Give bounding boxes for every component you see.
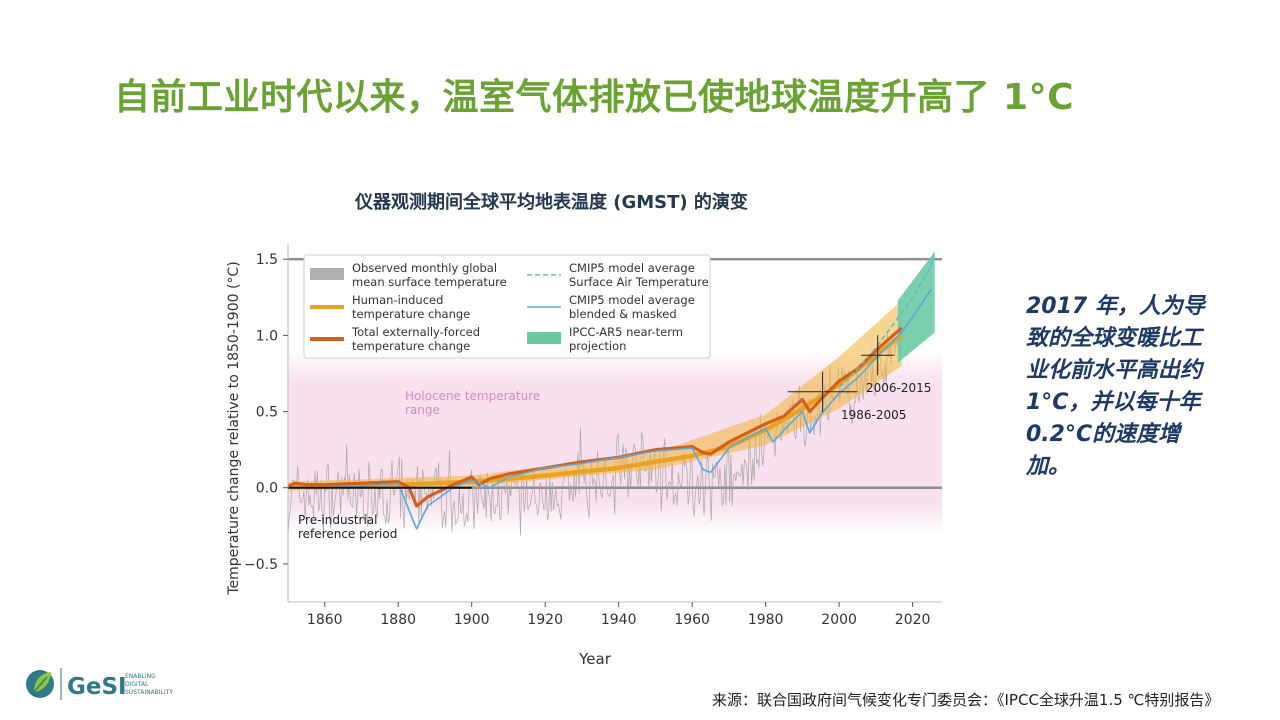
- x-tick-label-1920: 1920: [527, 612, 563, 628]
- holocene-label-line1: Holocene temperature: [405, 389, 540, 403]
- legend-label-2-line2: temperature change: [352, 339, 470, 353]
- holocene-label-line2: range: [405, 403, 440, 417]
- y-tick-label-0: −0.5: [244, 557, 278, 573]
- legend-label-1-line1: Human-induced: [352, 293, 443, 307]
- gesi-logo: GeSI ENABLING DIGITAL SUSTAINABILITY: [25, 664, 195, 704]
- legend-swatch-5: [527, 332, 561, 344]
- logo-tagline-1: ENABLING: [125, 673, 156, 680]
- source-citation: 来源：联合国政府间气候变化专门委员会：《IPCC全球升温1.5 ℃特别报告》: [712, 691, 1220, 709]
- x-tick-label-2000: 2000: [821, 612, 857, 628]
- slide-title: 自前工业时代以来，温室气体排放已使地球温度升高了 1°C: [114, 77, 1075, 118]
- x-tick-label-1900: 1900: [454, 612, 490, 628]
- chart: 1860 1880 1900 1920 1940 1960 1980 2000 2020 −0.5…: [220, 232, 975, 670]
- period-label-2006-2015: 2006-2015: [866, 381, 931, 395]
- x-tick-label-2020: 2020: [895, 612, 931, 628]
- band-ipcc-ar5-near-term-projection: [897, 251, 935, 363]
- x-tick-label-1880: 1880: [380, 612, 416, 628]
- human-induced-line: [287, 333, 903, 489]
- cmip5-sat-line: [838, 251, 936, 388]
- logo-name: GeSI: [67, 674, 127, 700]
- legend-label-5-line2: projection: [569, 339, 626, 353]
- y-tick-label-3: 1.0: [256, 328, 278, 344]
- legend-label-0-line1: Observed monthly global: [352, 261, 497, 275]
- x-axis-label: Year: [578, 650, 612, 668]
- band-human-induced-uncertainty-range: [288, 300, 902, 491]
- chart-title: 仪器观测期间全球平均地表温度 (GMST) 的演变: [355, 192, 748, 213]
- x-tick-label-1860: 1860: [307, 612, 343, 628]
- legend-label-0-line2: mean surface temperature: [352, 275, 507, 289]
- legend-label-5-line1: IPCC-AR5 near-term: [569, 325, 683, 339]
- logo-tagline-3: SUSTAINABILITY: [125, 689, 173, 696]
- preindustrial-label-line1: Pre-industrial: [298, 513, 377, 527]
- cmip5-blended-line: [288, 289, 932, 530]
- total-forced-line: [287, 326, 903, 508]
- y-tick-label-2: 0.5: [256, 405, 278, 421]
- x-tick-label-1960: 1960: [674, 612, 710, 628]
- legend-label-4-line2: blended & masked: [569, 307, 677, 321]
- legend-swatch-0: [310, 268, 344, 280]
- period-label-1986-2005: 1986-2005: [841, 408, 906, 422]
- y-axis-label: Temperature change relative to 1850-1900…: [226, 261, 242, 595]
- chart-svg: 1860 1880 1900 1920 1940 1960 1980 2000 2020 −0.5…: [220, 232, 975, 670]
- x-tick-label-1940: 1940: [601, 612, 637, 628]
- logo-tagline-2: DIGITAL: [125, 681, 149, 688]
- legend-label-4-line1: CMIP5 model average: [569, 293, 695, 307]
- legend-label-3-line1: CMIP5 model average: [569, 261, 695, 275]
- side-note: 2017 年，人为导致的全球变暖比工业化前水平高出约 1°C，并以每十年 0.2…: [1026, 294, 1205, 479]
- y-tick-label-1: 0.0: [256, 481, 278, 497]
- legend-label-3-line2: Surface Air Temperature: [569, 275, 709, 289]
- legend-box: [303, 254, 711, 359]
- legend-label-1-line2: temperature change: [352, 307, 470, 321]
- leaf-icon: [26, 670, 54, 698]
- legend-label-2-line1: Total externally-forced: [351, 325, 480, 339]
- x-tick-label-1980: 1980: [748, 612, 784, 628]
- y-tick-label-4: 1.5: [256, 252, 278, 268]
- preindustrial-label-line2: reference period: [298, 527, 397, 541]
